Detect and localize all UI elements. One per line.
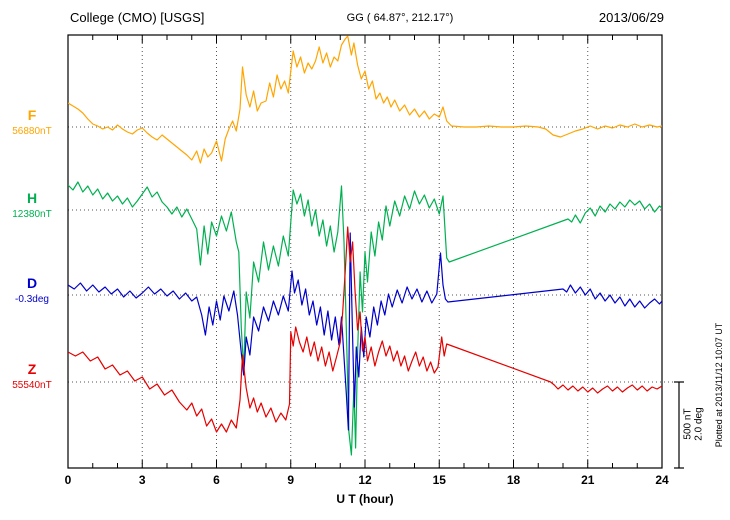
channel-baseline-Z: 55540nT xyxy=(12,380,52,391)
x-axis-label: U T (hour) xyxy=(336,492,394,506)
x-tick-label-21: 21 xyxy=(581,473,595,487)
x-axis-tick-labels: 0 3 6 9 12 15 18 21 24 xyxy=(0,473,730,489)
x-tick-label-6: 6 xyxy=(213,473,220,487)
geographic-coords: GG ( 64.87°, 212.17°) xyxy=(346,12,454,24)
channel-baseline-D: -0.3deg xyxy=(15,294,49,305)
x-tick-label-12: 12 xyxy=(358,473,372,487)
scale-label-nt: 500 nT xyxy=(682,408,694,440)
station-title: College (CMO) [USGS] xyxy=(70,10,205,25)
plotted-timestamp-note: Plotted at 2013/11/12 10:07 UT xyxy=(714,322,724,448)
channel-baseline-F: 56880nT xyxy=(12,126,52,137)
x-tick-label-24: 24 xyxy=(655,473,669,487)
channel-label-F: F 56880nT xyxy=(0,107,64,138)
trace-F xyxy=(68,35,662,164)
x-tick-label-0: 0 xyxy=(64,473,72,487)
channel-letter-D: D xyxy=(26,275,38,291)
trace-D xyxy=(68,232,662,431)
channel-label-H: H 12380nT xyxy=(0,190,64,221)
channel-letter-H: H xyxy=(26,190,38,206)
x-tick-label-9: 9 xyxy=(287,473,295,487)
channel-label-Z: Z 55540nT xyxy=(0,361,64,392)
channel-label-D: D -0.3deg xyxy=(0,275,64,306)
trace-H xyxy=(68,181,662,456)
trace-Z xyxy=(68,226,662,433)
channel-letter-Z: Z xyxy=(27,361,37,377)
plot-frame xyxy=(67,34,663,469)
x-tick-label-3: 3 xyxy=(138,473,146,487)
scale-label-deg: 2.0 deg xyxy=(693,407,705,441)
channel-letter-F: F xyxy=(27,107,37,123)
channel-baseline-H: 12380nT xyxy=(12,209,52,220)
x-tick-label-15: 15 xyxy=(432,473,446,487)
date-label: 2013/06/29 xyxy=(598,10,664,25)
x-tick-label-18: 18 xyxy=(506,473,521,487)
